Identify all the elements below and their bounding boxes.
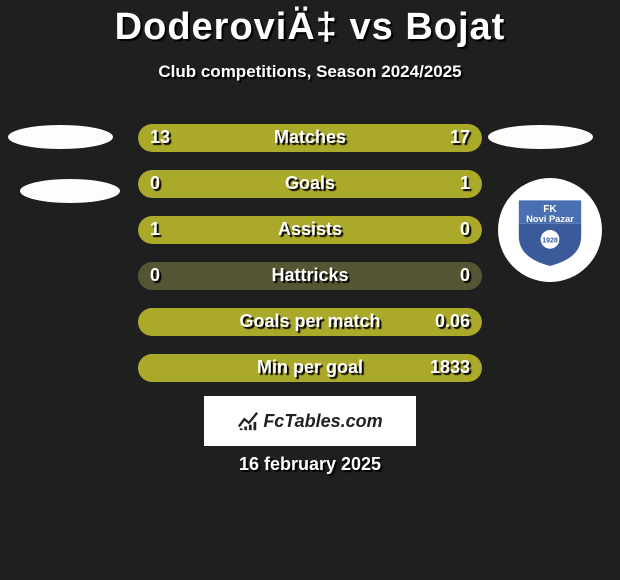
club-badge-right: FK Novi Pazar 1928 [498,178,602,282]
stat-value-left: 0 [150,265,160,286]
stat-value-right: 17 [450,127,470,148]
stat-fill-left [138,216,413,244]
stat-fill-right [207,170,482,198]
stat-value-left: 1 [150,219,160,240]
stat-track [138,216,482,244]
subtitle: Club competitions, Season 2024/2025 [0,62,620,82]
stat-value-right: 0 [460,265,470,286]
stat-track [138,262,482,290]
stat-fill-right [138,308,482,336]
stat-value-right: 0 [460,219,470,240]
stat-row: Goals01 [138,170,482,198]
comparison-infographic: DoderoviÄ‡ vs Bojat Club competitions, S… [0,0,620,580]
page-title: DoderoviÄ‡ vs Bojat [0,6,620,49]
svg-text:1928: 1928 [542,237,558,244]
shield-icon: FK Novi Pazar 1928 [511,191,589,269]
stat-row: Matches1317 [138,124,482,152]
source-attribution: FcTables.com [204,396,416,446]
stat-row: Goals per match0.06 [138,308,482,336]
chart-icon [237,410,259,432]
stat-track [138,170,482,198]
svg-text:Novi Pazar: Novi Pazar [526,214,574,224]
stat-value-left: 0 [150,173,160,194]
stat-fill-left [138,170,207,198]
stat-track [138,308,482,336]
stat-track [138,124,482,152]
stat-row: Min per goal1833 [138,354,482,382]
stat-row: Assists10 [138,216,482,244]
stat-value-right: 1 [460,173,470,194]
stat-row: Hattricks00 [138,262,482,290]
source-text: FcTables.com [263,411,382,432]
player-badge-left-1 [8,125,113,149]
stat-value-right: 1833 [430,357,470,378]
stat-value-right: 0.06 [435,311,470,332]
svg-text:FK: FK [543,204,557,215]
date-label: 16 february 2025 [0,454,620,475]
player-badge-right-1 [488,125,593,149]
stat-fill-right [413,216,482,244]
stat-value-left: 13 [150,127,170,148]
player-badge-left-2 [20,179,120,203]
